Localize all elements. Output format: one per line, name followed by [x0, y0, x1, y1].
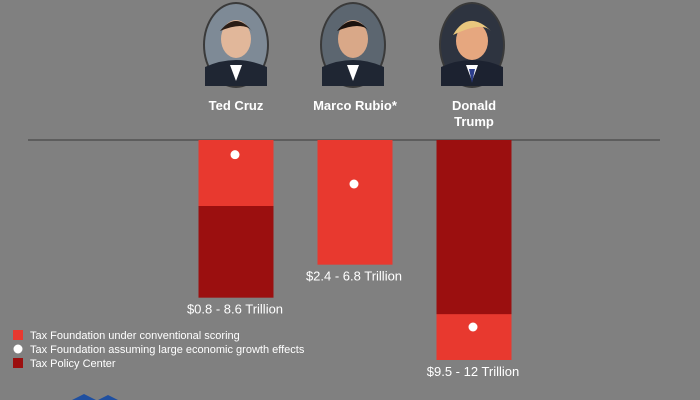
legend-label-1: Tax Foundation under conventional scorin… — [30, 330, 240, 342]
candidate-2-dot-tax-foundation-growth — [349, 179, 359, 189]
legend-marker-3 — [13, 358, 23, 368]
portrait-rubio — [320, 2, 386, 88]
legend-label-3: Tax Policy Center — [30, 358, 116, 370]
candidate-3-range-label: $9.5 - 12 Trillion — [427, 364, 520, 379]
legend: Tax Foundation under conventional scorin… — [13, 330, 305, 370]
bars — [198, 140, 512, 360]
candidate-1-bar-tax-foundation-conventional — [198, 140, 274, 206]
candidate-2-name-line: Marco Rubio* — [313, 98, 398, 113]
candidate-3-name-line: Donald — [452, 98, 496, 113]
range-labels: $0.8 - 8.6 Trillion $2.4 - 6.8 Trillion $9… — [187, 269, 519, 379]
legend-marker-1 — [13, 330, 23, 340]
candidate-1-dot-tax-foundation-growth — [230, 150, 240, 160]
candidate-2-bar-tax-foundation-conventional — [317, 140, 393, 265]
candidate-1-name-line: Ted Cruz — [209, 98, 264, 113]
candidate-3-dot-tax-foundation-growth — [468, 322, 478, 332]
candidate-2-range-label: $2.4 - 6.8 Trillion — [306, 269, 402, 284]
candidate-1-range-label: $0.8 - 8.6 Trillion — [187, 302, 283, 317]
legend-marker-2 — [13, 344, 23, 354]
legend-label-2: Tax Foundation assuming large economic g… — [30, 344, 305, 356]
candidate-3-name-line: Trump — [454, 114, 494, 129]
portrait-cruz — [203, 2, 269, 88]
logo-fragment — [72, 394, 118, 400]
candidate-3-bar-tax-policy-center — [436, 140, 512, 315]
portrait-trump — [439, 2, 505, 88]
